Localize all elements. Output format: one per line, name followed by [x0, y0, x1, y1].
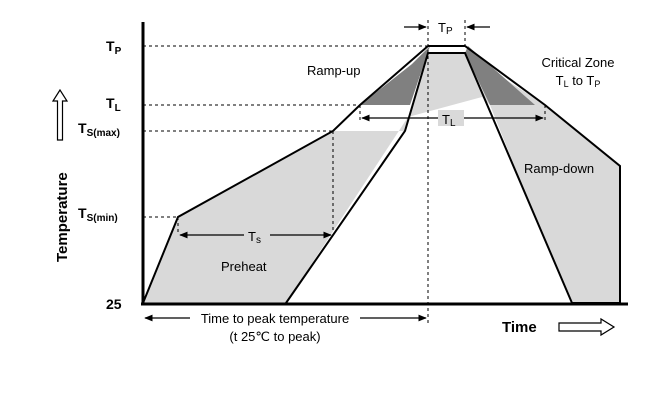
time-to-peak-label: Time to peak temperature — [201, 311, 349, 326]
preheat-label: Preheat — [221, 259, 267, 274]
time-to-peak-sublabel: (t 25℃ to peak) — [229, 329, 320, 344]
critical-zone-right — [465, 46, 535, 105]
tl-dim-label: TL — [442, 112, 456, 129]
y-tick-tl: TL — [106, 95, 121, 114]
y-axis-hollow-arrow — [51, 88, 69, 141]
x-axis-title: Time — [502, 319, 537, 336]
y-tick-tsmax: TS(max) — [78, 120, 120, 139]
tp-dim-label: TP — [438, 20, 453, 37]
ramp-down-label: Ramp-down — [524, 161, 594, 176]
y-tick-tsmin: TS(min) — [78, 205, 118, 224]
critical-zone-label: Critical Zone — [542, 55, 615, 70]
y-tick-25: 25 — [106, 296, 122, 312]
x-axis-hollow-arrow — [558, 317, 616, 337]
critical-zone-range: TL to TP — [556, 73, 601, 89]
y-tick-tp: TP — [106, 38, 122, 57]
ts-dim-label: Ts — [248, 229, 261, 246]
ramp-up-label: Ramp-up — [307, 63, 360, 78]
critical-zone-left — [360, 46, 430, 105]
profile-outer-curve — [142, 45, 621, 304]
reference-dashes — [143, 20, 546, 325]
y-axis-title: Temperature — [54, 172, 71, 262]
